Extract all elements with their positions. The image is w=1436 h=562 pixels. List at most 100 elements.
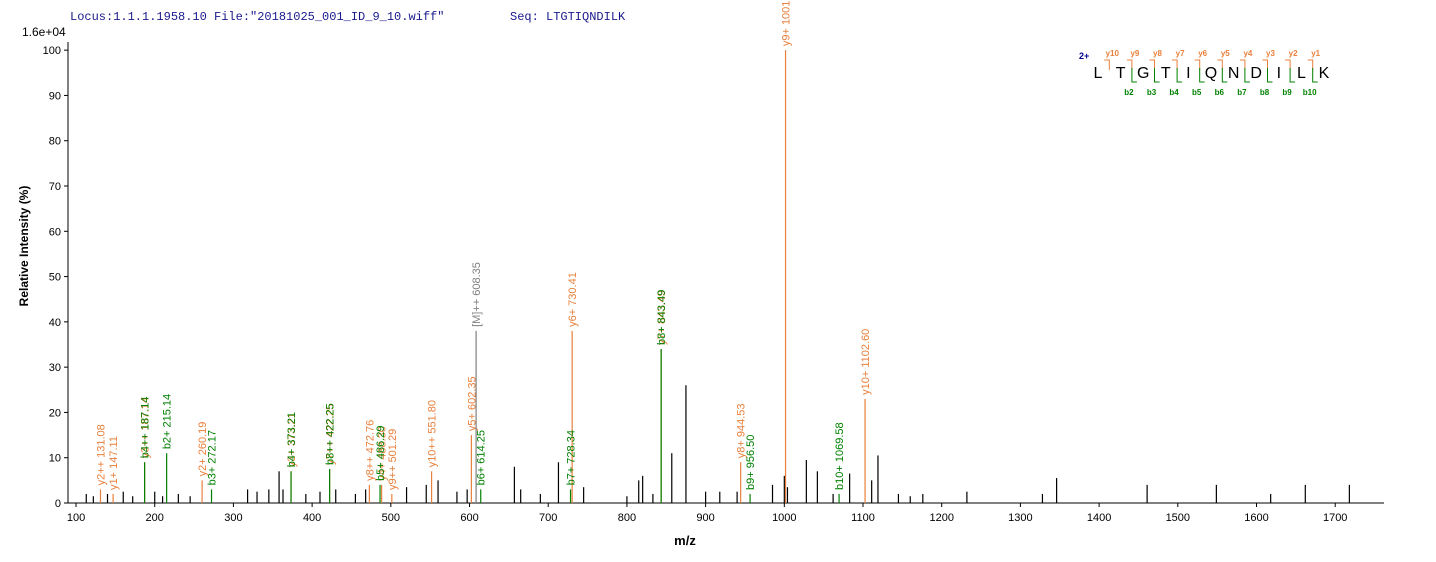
y-ion-label: y3: [1266, 49, 1275, 58]
x-tick-label: 700: [539, 512, 557, 524]
x-tick-label: 1500: [1166, 512, 1190, 524]
peak-label: b3+ 272.17: [207, 430, 219, 485]
x-tick-label: 1400: [1087, 512, 1111, 524]
peak-label: b2+ 215.14: [162, 394, 174, 449]
b-bracket: [1221, 68, 1228, 83]
peak-label: y9+ 1001.57: [781, 0, 793, 46]
residue: L: [1297, 65, 1306, 82]
y-ion-label: y7: [1176, 49, 1185, 58]
x-tick-label: 800: [618, 512, 636, 524]
b-ion-label: b8: [1260, 88, 1270, 97]
peak-label: y2++ 131.08: [95, 424, 107, 485]
b-ion-label: b10: [1303, 88, 1317, 97]
y-tick-label: 10: [49, 453, 61, 465]
x-tick-label: 300: [224, 512, 242, 524]
peak-label: [M]++ 608.35: [471, 262, 483, 327]
y-bracket: [1217, 59, 1223, 70]
peak-label: b8+ 843.49: [656, 290, 668, 345]
y-bracket: [1172, 59, 1178, 70]
y-bracket: [1126, 59, 1133, 70]
b-bracket: [1176, 68, 1183, 83]
x-tick-label: 500: [382, 512, 400, 524]
sequence-text: Seq: LTGTIQNDILK: [510, 10, 626, 24]
locus: Locus:1.1.1.1958.10 File:"20181025_001_I…: [70, 10, 444, 24]
peak-label: y5+ 602.35: [466, 376, 478, 431]
b-bracket: [1244, 68, 1250, 83]
x-tick-label: 100: [67, 512, 85, 524]
peak-label: b9+ 956.50: [745, 435, 757, 490]
scale-note: 1.6e+04: [22, 25, 66, 39]
peak-label: b5+ 486.29: [375, 426, 387, 481]
y-ion-label: y1: [1311, 49, 1320, 58]
peak-label: y8+ 944.53: [736, 403, 748, 458]
peak-label: y3+ 373.21: [286, 413, 298, 468]
peak-label: y4+ 488.30: [377, 426, 389, 481]
peak-label: b6+ 614.25: [476, 430, 488, 485]
b-bracket: [1312, 68, 1318, 83]
y-ion-label: y5: [1221, 49, 1230, 58]
y-tick-label: 40: [49, 317, 61, 329]
y-tick-label: 70: [49, 181, 61, 193]
x-tick-label: 200: [146, 512, 164, 524]
y-tick-label: 100: [43, 45, 61, 57]
peak-label: y9++ 501.29: [387, 429, 399, 490]
peak-label: y10++ 551.80: [427, 400, 439, 467]
b-bracket: [1267, 68, 1273, 83]
y-tick-label: 20: [49, 407, 61, 419]
peak-label: b8++ 422.25: [325, 403, 337, 465]
y-bracket: [1149, 59, 1155, 70]
b-ion-label: b2: [1124, 88, 1134, 97]
b-ion-label: b3: [1147, 88, 1157, 97]
x-tick-label: 1300: [1008, 512, 1032, 524]
x-tick-label: 1200: [929, 512, 953, 524]
charge: 2+: [1079, 51, 1089, 61]
residue: D: [1250, 65, 1262, 82]
peak-label: b10+ 1069.58: [834, 422, 846, 490]
b-bracket: [1131, 68, 1137, 83]
x-tick-label: 900: [696, 512, 714, 524]
y-bracket: [1239, 59, 1246, 70]
residue: T: [1161, 65, 1171, 82]
x-tick-label: 1100: [851, 512, 875, 524]
y-tick-label: 60: [49, 226, 61, 238]
peak-label: y3++ 187.14: [140, 397, 152, 458]
peak-label: y7++ 422.25: [325, 404, 337, 465]
b-bracket: [1289, 68, 1296, 83]
y-bracket: [1262, 59, 1268, 70]
x-tick-label: 400: [303, 512, 321, 524]
residue: L: [1094, 65, 1103, 82]
residue: G: [1137, 65, 1149, 82]
y-ion-label: y2: [1289, 49, 1298, 58]
x-axis-label: m/z: [674, 533, 696, 548]
y-bracket: [1194, 59, 1201, 70]
y-bracket: [1104, 59, 1110, 70]
peak-label: y6+ 730.41: [567, 272, 579, 327]
b-ion-label: b7: [1237, 88, 1247, 97]
y-tick-label: 0: [55, 498, 61, 510]
residue: K: [1319, 65, 1330, 82]
y-tick-label: 50: [49, 272, 61, 284]
peak-label: y7+ 843.49: [656, 290, 668, 345]
y-ion-label: y9: [1130, 49, 1139, 58]
peak-label: y10+ 1102.60: [860, 329, 872, 395]
y-tick-label: 90: [49, 90, 61, 102]
residue: Q: [1205, 65, 1217, 82]
peak-label: b4+ 373.21: [286, 412, 298, 467]
b-bracket: [1154, 68, 1160, 83]
x-tick-label: 1700: [1323, 512, 1347, 524]
y-bracket: [1285, 59, 1291, 70]
x-tick-label: 1000: [772, 512, 796, 524]
y-bracket: [1307, 59, 1314, 70]
peak-label: y1+ 147.11: [108, 436, 120, 490]
peak-label: y8++ 472.76: [364, 420, 376, 481]
y-tick-label: 30: [49, 362, 61, 374]
residue: N: [1228, 65, 1240, 82]
b-bracket: [1199, 68, 1205, 83]
residue: T: [1116, 65, 1126, 82]
b-ion-label: b5: [1192, 88, 1202, 97]
b-ion-label: b6: [1215, 88, 1225, 97]
y-ion-label: y4: [1243, 49, 1252, 58]
x-tick-label: 600: [460, 512, 478, 524]
x-tick-label: 1600: [1244, 512, 1268, 524]
